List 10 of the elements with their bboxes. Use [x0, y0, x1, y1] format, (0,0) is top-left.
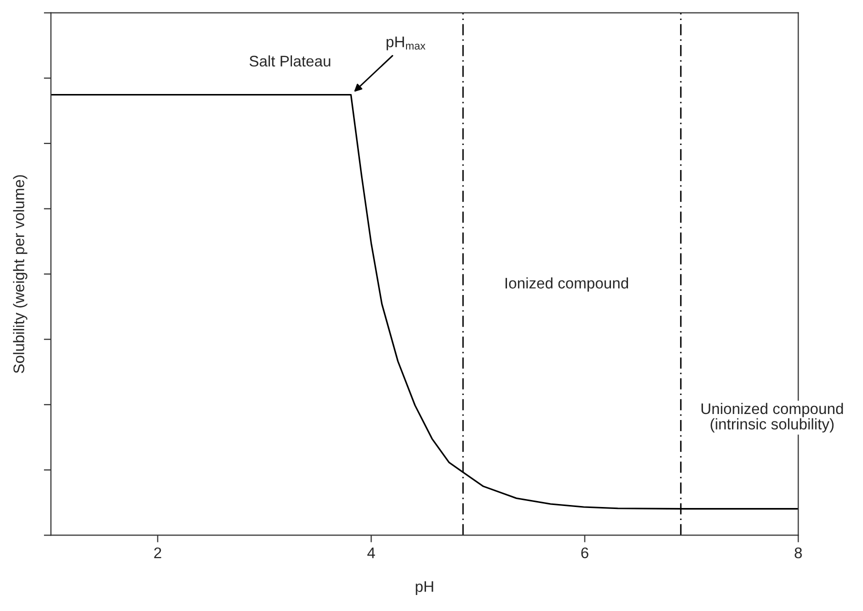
y-axis-title: Solubility (weight per volume)	[13, 175, 28, 374]
annotation: Unionized compound (intrinsic solubility)	[702, 402, 843, 432]
x-tick-label: 6	[581, 547, 588, 558]
text: Salt Plateau	[250, 55, 330, 67]
annotation: pH$_{max}$	[386, 36, 426, 50]
annotation: Ionized compound	[506, 277, 628, 292]
x-tick-label: 4	[367, 548, 376, 558]
x-tick-label: 2	[154, 547, 162, 558]
x-axis-title: pH	[416, 581, 434, 595]
x-tick-label: 8	[794, 547, 802, 558]
